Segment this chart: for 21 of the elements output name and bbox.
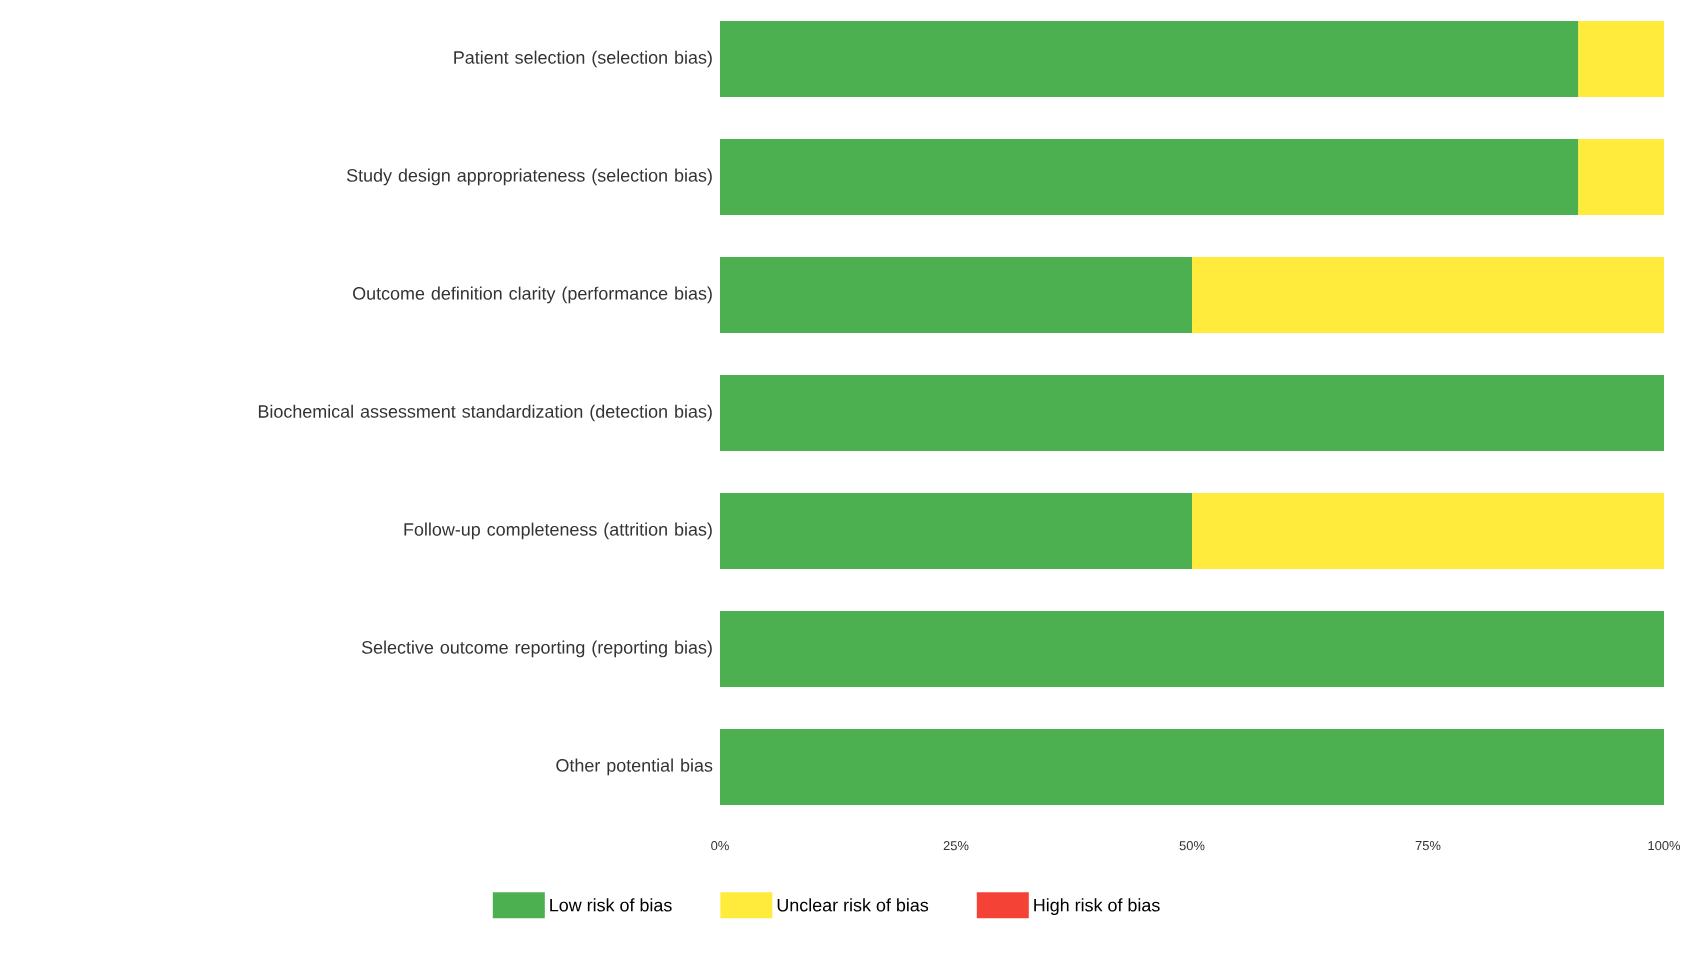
bar <box>1578 20 1665 97</box>
legend-label: High risk of bias <box>1034 898 1160 916</box>
bar <box>720 492 1193 569</box>
bar <box>1192 492 1665 569</box>
y-tick-label: Biochemical assessment standardization (detection bias) <box>258 404 712 422</box>
y-tick-label: Selective outcome reporting (reporting bias) <box>361 640 712 658</box>
bar <box>720 138 1579 215</box>
y-tick-label: Follow-up completeness (attrition bias) <box>404 522 712 540</box>
bar <box>720 610 1665 687</box>
y-tick-label: Patient selection (selection bias) <box>454 50 712 68</box>
legend-label: Low risk of bias <box>550 898 672 912</box>
bar <box>720 374 1665 451</box>
bar <box>720 20 1579 97</box>
y-tick-label: Study design appropriateness (selection bias) <box>346 168 712 186</box>
bar <box>1192 256 1665 333</box>
bar <box>720 256 1193 333</box>
y-tick-label: Outcome definition clarity (performance bias) <box>353 286 712 304</box>
legend-label: Unclear risk of bias <box>777 898 929 912</box>
bar <box>720 728 1665 805</box>
y-tick-label: Other potential bias <box>556 758 713 776</box>
bar <box>1578 138 1665 215</box>
